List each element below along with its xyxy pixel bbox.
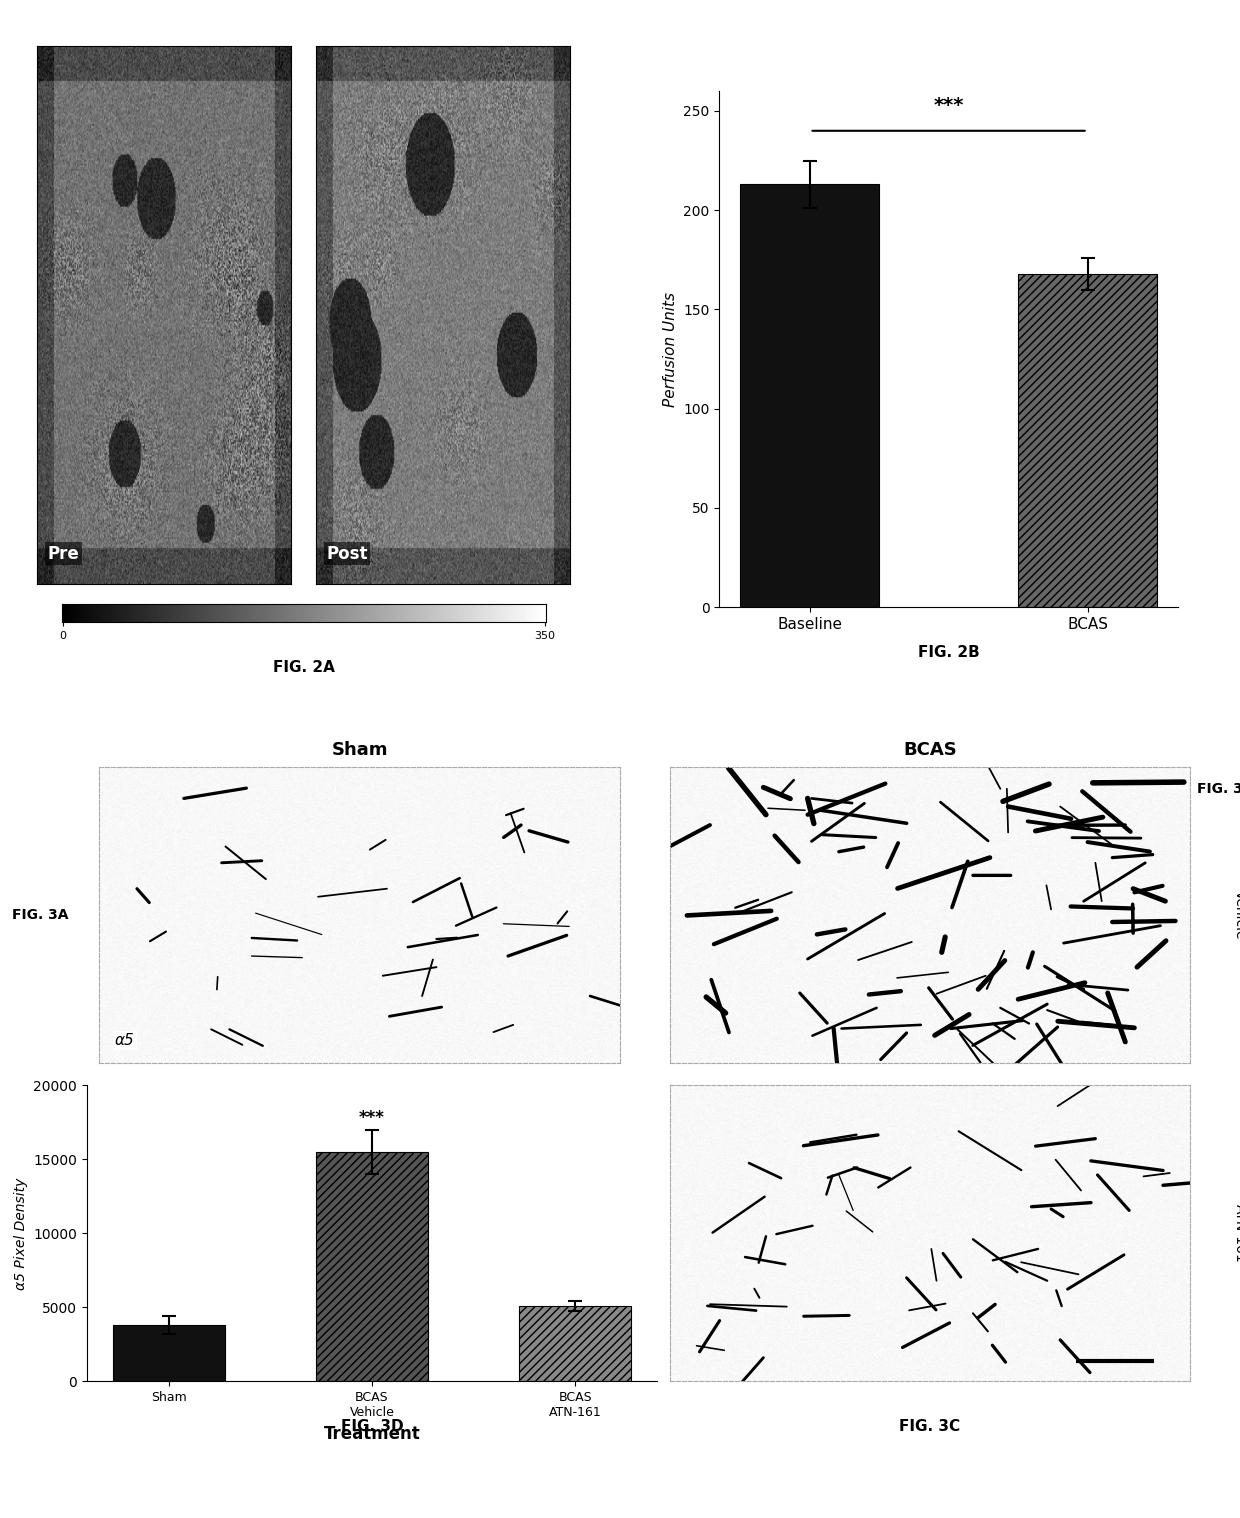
Text: ***: *** <box>934 96 963 115</box>
Text: ATN-161: ATN-161 <box>1233 1204 1240 1263</box>
Text: Pre: Pre <box>47 545 79 563</box>
Text: BCAS: BCAS <box>903 741 957 759</box>
Text: Sham: Sham <box>331 741 388 759</box>
Text: α5: α5 <box>115 1032 135 1047</box>
Bar <box>1018 273 1157 607</box>
Text: Vehicle: Vehicle <box>1233 890 1240 940</box>
Y-axis label: α5 Pixel Density: α5 Pixel Density <box>14 1176 27 1290</box>
Text: Post: Post <box>326 545 368 563</box>
Text: FIG. 3C: FIG. 3C <box>899 1419 961 1435</box>
Text: FIG. 3A: FIG. 3A <box>12 908 69 921</box>
Text: FIG. 2A: FIG. 2A <box>273 660 335 676</box>
X-axis label: Treatment: Treatment <box>324 1425 420 1442</box>
Text: FIG. 2B: FIG. 2B <box>918 645 980 660</box>
Bar <box>740 184 879 607</box>
Bar <box>520 1305 631 1381</box>
Bar <box>113 1325 224 1381</box>
Bar <box>316 1152 428 1381</box>
Y-axis label: Perfusion Units: Perfusion Units <box>662 291 677 407</box>
Text: FIG. 3B: FIG. 3B <box>1197 782 1240 795</box>
Text: FIG. 3D: FIG. 3D <box>341 1419 403 1435</box>
Text: ***: *** <box>360 1108 384 1126</box>
